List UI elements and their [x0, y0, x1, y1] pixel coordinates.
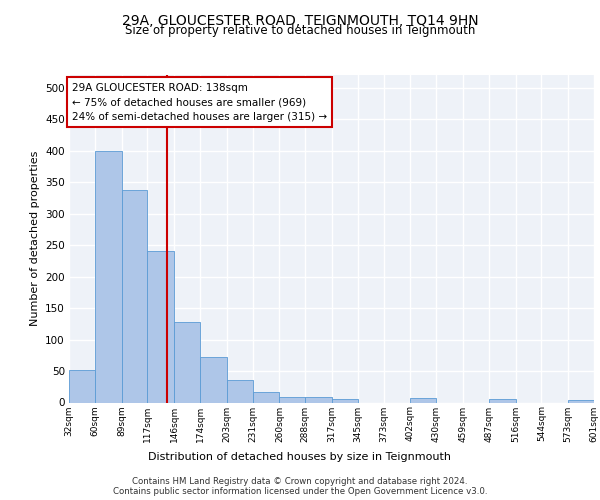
- Text: 29A, GLOUCESTER ROAD, TEIGNMOUTH, TQ14 9HN: 29A, GLOUCESTER ROAD, TEIGNMOUTH, TQ14 9…: [122, 14, 478, 28]
- Bar: [148, 252, 174, 402]
- Bar: [122, 190, 148, 402]
- Text: Contains public sector information licensed under the Open Government Licence v3: Contains public sector information licen…: [113, 486, 487, 496]
- Bar: [305, 398, 332, 402]
- Bar: [174, 322, 200, 402]
- Bar: [69, 370, 95, 402]
- Bar: [332, 400, 358, 402]
- Bar: [200, 357, 227, 403]
- Bar: [253, 392, 280, 402]
- Text: 29A GLOUCESTER ROAD: 138sqm
← 75% of detached houses are smaller (969)
24% of se: 29A GLOUCESTER ROAD: 138sqm ← 75% of det…: [72, 82, 327, 122]
- Text: Contains HM Land Registry data © Crown copyright and database right 2024.: Contains HM Land Registry data © Crown c…: [132, 476, 468, 486]
- Bar: [280, 398, 305, 402]
- Bar: [568, 400, 594, 402]
- Bar: [489, 400, 515, 402]
- Bar: [227, 380, 253, 402]
- Text: Distribution of detached houses by size in Teignmouth: Distribution of detached houses by size …: [149, 452, 452, 462]
- Y-axis label: Number of detached properties: Number of detached properties: [29, 151, 40, 326]
- Bar: [95, 150, 122, 402]
- Bar: [410, 398, 436, 402]
- Text: Size of property relative to detached houses in Teignmouth: Size of property relative to detached ho…: [125, 24, 475, 37]
